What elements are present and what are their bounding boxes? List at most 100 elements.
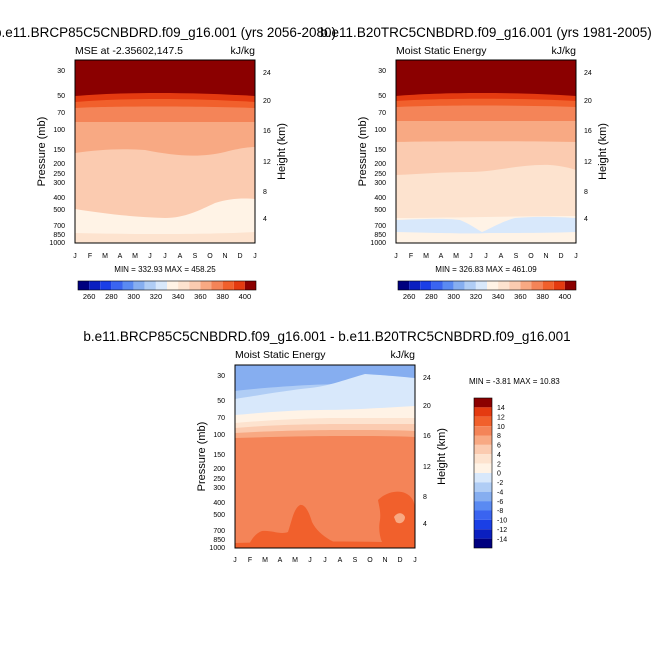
x-tick-label: N [222,253,227,260]
colorbar-label: 340 [492,292,505,301]
colorbar-swatch [474,398,492,408]
y-right-tick-label: 20 [584,98,592,105]
colorbar-label: 400 [559,292,572,301]
x-tick-label: J [308,557,312,564]
y-right-tick-label: 12 [584,159,592,166]
colorbar-label: 360 [514,292,527,301]
x-tick-label: M [262,557,268,564]
colorbar-swatch [474,491,492,502]
colorbar-label: -2 [497,480,503,487]
colorbar-label: 380 [536,292,549,301]
colorbar-swatch [474,463,492,473]
y-tick-label: 400 [374,195,386,202]
y-right-tick-label: 8 [263,189,267,196]
y-right-tick-label: 12 [423,464,431,471]
colorbar-label: 10 [497,424,505,431]
y-tick-label: 300 [374,180,386,187]
x-ticks: J F M A M J J A S O N D J [394,253,578,260]
colorbar-swatch [111,281,123,290]
colorbar-swatch [398,281,410,290]
y-tick-label: 1000 [49,240,65,247]
y-tick-label: 50 [217,398,225,405]
y-right-tick-label: 4 [584,216,588,223]
x-tick-label: J [148,253,152,260]
min-max-annotation: MIN = 332.93 MAX = 458.25 [114,265,216,274]
panel-difference: b.e11.BRCP85C5CNBDRD.f09_g16.001 - b.e11… [83,329,570,564]
colorbar-label: 380 [216,292,229,301]
x-tick-label: J [413,557,417,564]
colorbar-swatch [498,281,510,290]
panel-subtitle-left: MSE at -2.35602,147.5 [75,45,183,57]
y-ticks-left: 30 50 70 100 150 200 250 300 400 500 700… [209,373,225,552]
colorbar-label: -14 [497,536,507,543]
colorbar-swatch [474,473,492,483]
y-tick-label: 500 [53,207,65,214]
panel-title: b.e11.BRCP85C5CNBDRD.f09_g16.001 - b.e11… [83,329,570,344]
colorbar-vertical: 14 12 10 8 6 4 2 0 -2 -4 -6 -8 -10 -12 -… [473,397,507,549]
y-axis-right-label: Height (km) [597,123,609,180]
y-right-tick-label: 4 [263,216,267,223]
panel-rcp85: b.e11.BRCP85C5CNBDRD.f09_g16.001 (yrs 20… [0,25,336,301]
y-tick-label: 500 [374,207,386,214]
x-tick-label: M [423,253,429,260]
y-tick-label: 400 [213,500,225,507]
plot-frame [234,364,416,549]
colorbar-label: 6 [497,443,501,450]
colorbar-label: 320 [470,292,483,301]
x-ticks: J F M A M J J A S O N D J [73,253,257,260]
x-tick-label: S [353,557,358,564]
x-tick-label: N [543,253,548,260]
colorbar-swatch [474,538,492,548]
y-tick-label: 250 [213,476,225,483]
x-tick-label: A [178,253,183,260]
y-right-tick-label: 8 [584,189,588,196]
x-tick-label: M [292,557,298,564]
colorbar-swatch [475,281,487,290]
colorbar-swatch [474,454,492,464]
x-tick-label: M [102,253,108,260]
colorbar-label: 360 [194,292,207,301]
y-right-tick-label: 4 [423,521,427,528]
colorbar-swatch [474,529,492,539]
x-tick-label: N [382,557,387,564]
y-axis-label: Pressure (mb) [36,117,48,187]
colorbar-swatch [531,281,543,290]
y-tick-label: 200 [53,161,65,168]
y-axis-right-label: Height (km) [276,123,288,180]
y-right-tick-label: 16 [423,433,431,440]
colorbar-horizontal: 260 280 300 320 340 360 380 400 [77,280,257,301]
y-tick-label: 300 [53,180,65,187]
y-tick-label: 1000 [370,240,386,247]
colorbar-swatch [509,281,521,290]
colorbar-label: 300 [127,292,140,301]
y-axis-label: Pressure (mb) [357,117,369,187]
colorbar-swatch [189,281,201,290]
y-tick-label: 30 [57,68,65,75]
colorbar-swatch [409,281,421,290]
colorbar-swatch [144,281,156,290]
colorbar-label: 4 [497,452,501,459]
x-tick-label: S [514,253,519,260]
colorbar-label: 320 [150,292,163,301]
x-tick-label: J [394,253,398,260]
colorbar-label: -6 [497,499,503,506]
x-tick-label: O [207,253,213,260]
panel-title: b.e11.B20TRC5CNBDRD.f09_g16.001 (yrs 198… [320,25,651,40]
y-tick-label: 700 [213,528,225,535]
x-tick-label: J [574,253,578,260]
colorbar-label: 280 [425,292,438,301]
y-tick-label: 70 [57,110,65,117]
y-tick-label: 1000 [209,545,225,552]
contour-fill [235,365,415,548]
colorbar-swatch [564,281,576,290]
y-ticks-left: 30 50 70 100 150 200 250 300 400 500 700… [49,68,65,247]
panel-subtitle-right: kJ/kg [551,45,576,57]
panel-title: b.e11.BRCP85C5CNBDRD.f09_g16.001 (yrs 20… [0,25,336,40]
panel-subtitle-right: kJ/kg [390,349,415,361]
colorbar-swatch [553,281,565,290]
y-tick-label: 200 [374,161,386,168]
x-tick-label: J [233,557,237,564]
x-tick-label: D [558,253,563,260]
colorbar-label: 8 [497,433,501,440]
